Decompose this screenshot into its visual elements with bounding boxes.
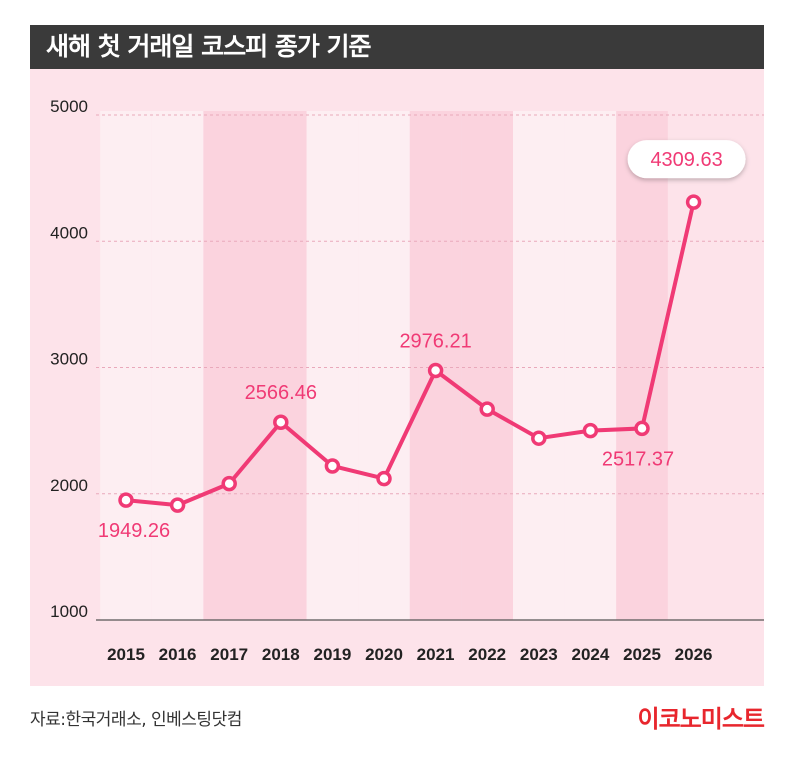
data-point (169, 497, 186, 513)
x-tick-label: 2020 (365, 645, 403, 664)
x-tick-label: 2019 (313, 645, 351, 664)
data-point (324, 458, 341, 474)
year-band (616, 111, 668, 620)
year-band (306, 111, 359, 620)
year-band (358, 111, 410, 620)
x-tick-label: 2017 (210, 645, 248, 664)
line-chart: 1000 2000 3000 4000 5000 2015 2016 2017 2018 201… (50, 97, 764, 664)
data-point (376, 470, 392, 487)
data-label: 1949.26 (98, 520, 170, 542)
y-tick-label: 3000 (50, 350, 88, 369)
x-tick-label: 2022 (468, 645, 506, 664)
data-label: 2976.21 (399, 331, 471, 353)
x-tick-label: 2026 (675, 645, 713, 664)
data-label: 2566.46 (245, 382, 317, 404)
x-tick-label: 2018 (262, 645, 300, 664)
year-band (513, 111, 565, 620)
data-point (685, 194, 702, 210)
x-tick-label: 2015 (107, 645, 145, 664)
series-line (124, 200, 696, 508)
x-tick-label: 2016 (159, 645, 197, 664)
year-band (151, 111, 204, 620)
y-tick-label: 5000 (50, 97, 88, 116)
callout-bubble (627, 140, 746, 179)
data-point (531, 430, 547, 446)
source-note: 자료:한국거래소, 인베스팅닷컴 (30, 710, 242, 730)
data-point (221, 475, 237, 492)
chart-panel: 1000 2000 3000 4000 5000 2015 2016 2017 2018 201… (30, 69, 764, 686)
year-band (100, 111, 152, 620)
data-point (582, 422, 599, 439)
chart-title: 새해 첫 거래일 코스피 종가 기준 (46, 32, 372, 61)
x-tick-label: 2023 (520, 645, 558, 664)
title-bar: 새해 첫 거래일 코스피 종가 기준 (30, 25, 764, 69)
x-tick-label: 2024 (571, 645, 609, 664)
y-tick-label: 1000 (50, 602, 88, 621)
data-point (634, 420, 650, 437)
brand-logo: 이코노미스트 (637, 705, 765, 733)
data-point (479, 401, 495, 417)
x-tick-label: 2021 (417, 645, 455, 664)
year-band (203, 111, 255, 620)
x-tick-label: 2025 (623, 645, 661, 664)
y-tick-label: 2000 (50, 476, 88, 495)
y-tick-label: 4000 (50, 223, 88, 242)
year-band (564, 111, 617, 620)
year-band (255, 111, 307, 620)
data-point (273, 414, 289, 430)
data-label: 2517.37 (602, 448, 674, 470)
data-point (427, 362, 444, 379)
data-point (118, 492, 134, 508)
year-band (461, 111, 513, 620)
data-label: 4309.63 (650, 149, 722, 171)
